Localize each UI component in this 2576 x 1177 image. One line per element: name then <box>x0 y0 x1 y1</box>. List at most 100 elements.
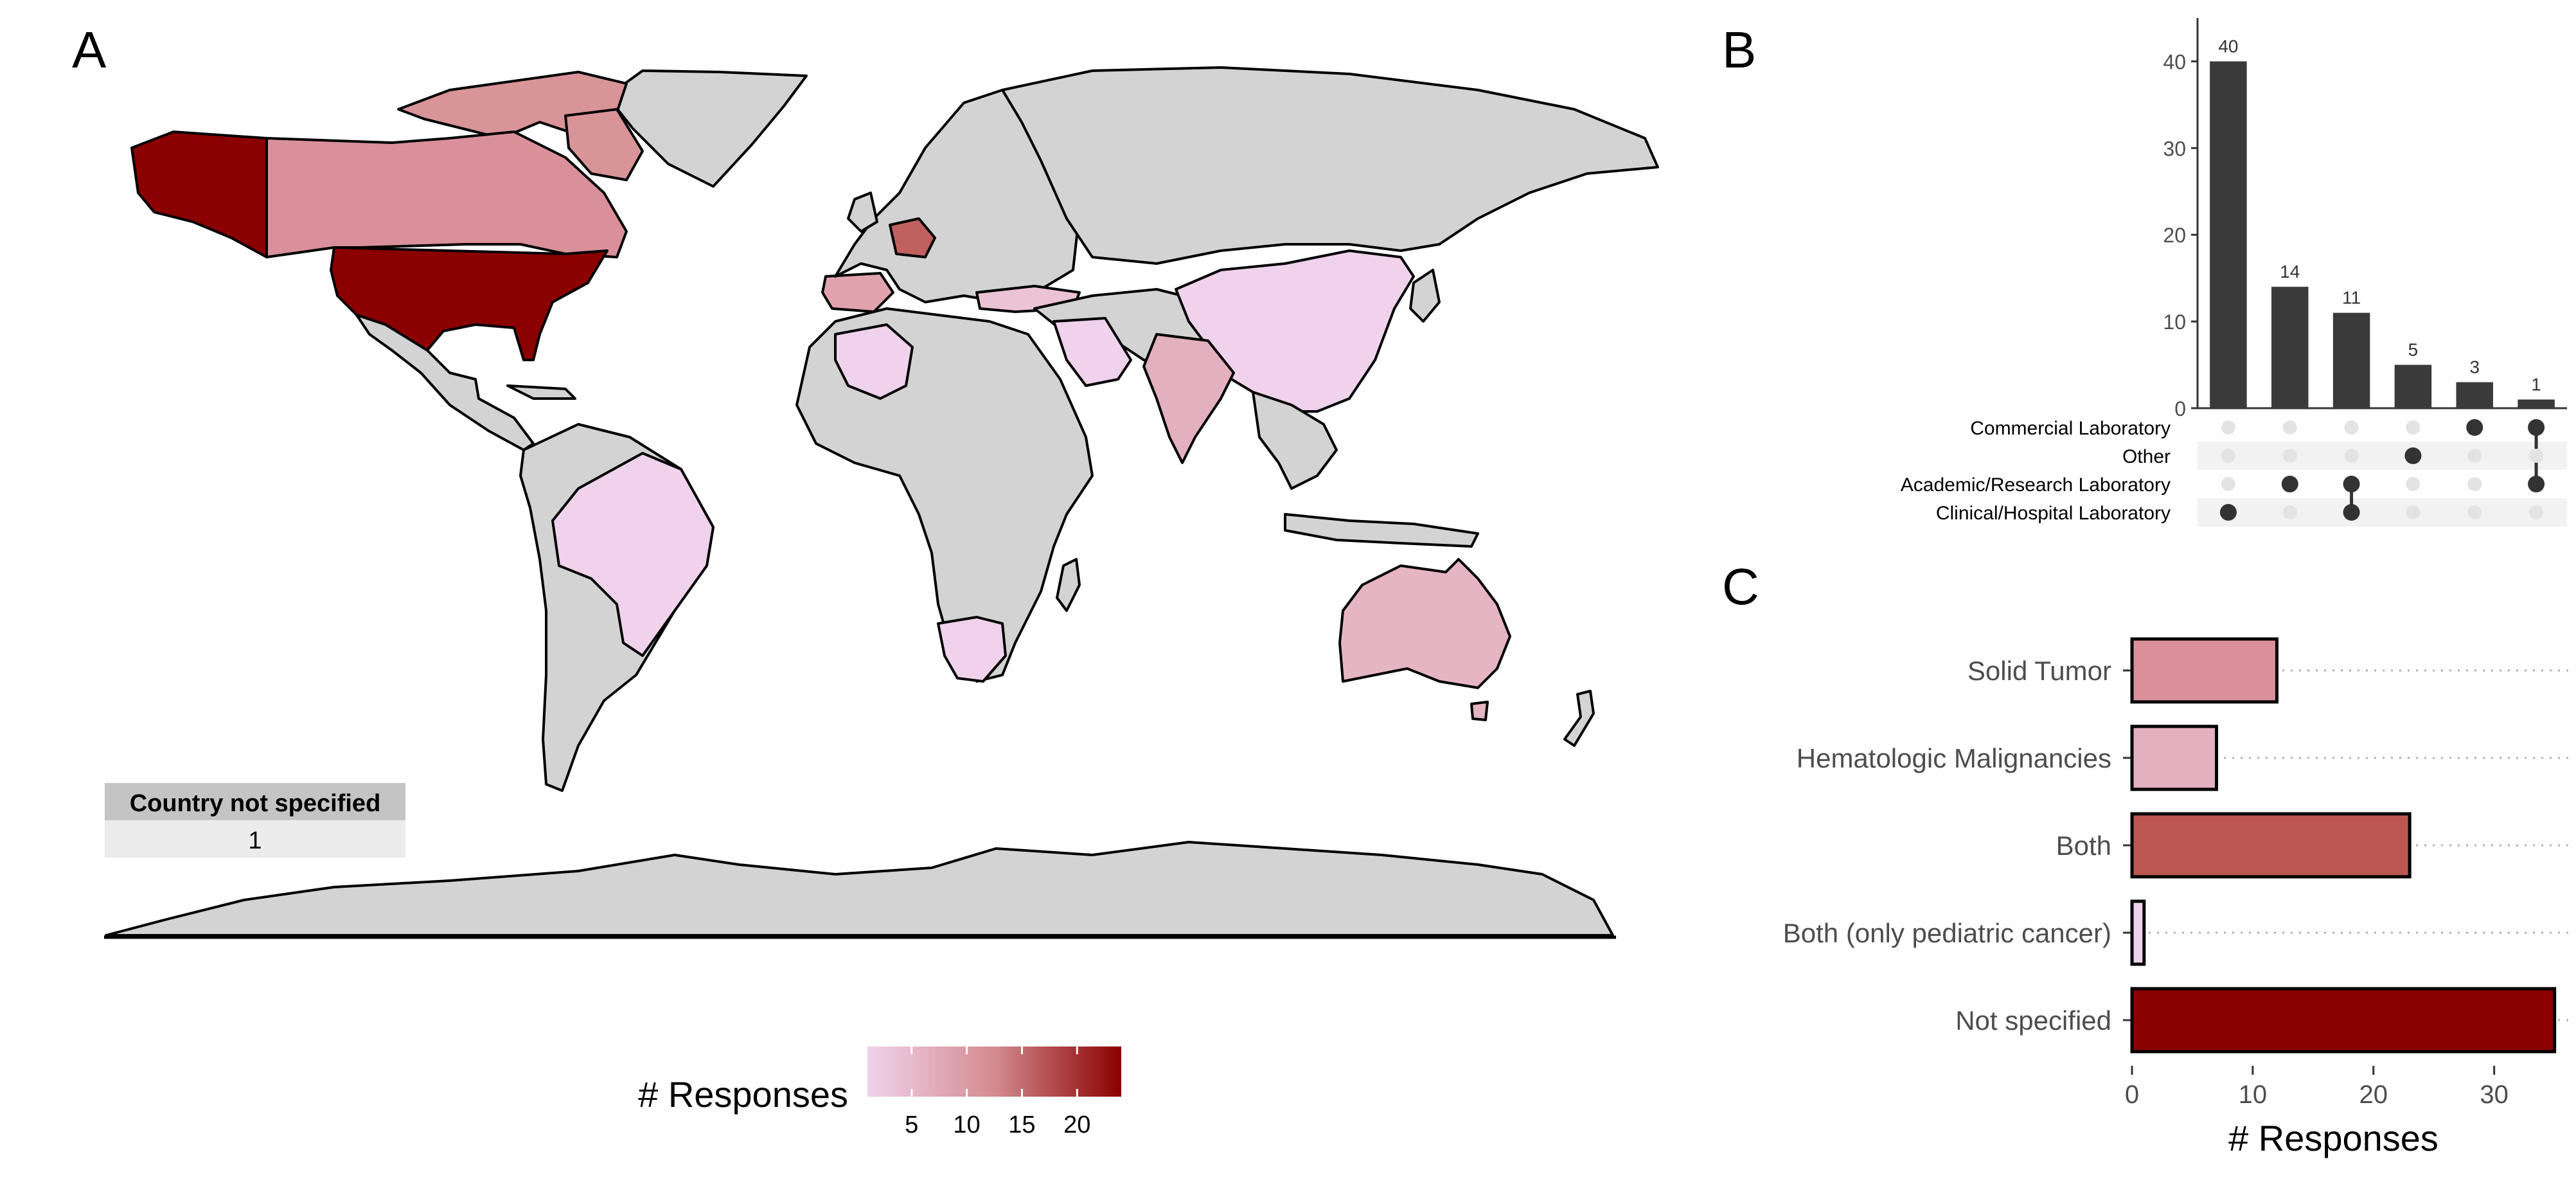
upset-y-tick-label: 0 <box>2174 397 2186 420</box>
upset-dot-active <box>2528 476 2545 492</box>
saudi-arabia <box>1053 317 1132 387</box>
russia <box>1001 66 1659 265</box>
legend-title: # Responses <box>638 1074 848 1115</box>
upset-plot: 0 10 20 30 40 40 14 11 5 3 1 Commercial Laboratory O… <box>1901 18 2567 526</box>
africa <box>795 307 1094 683</box>
upset-y-tick-label: 20 <box>2163 224 2186 247</box>
upset-dot-inactive <box>2406 420 2421 435</box>
legend-colorbar <box>867 1047 1121 1097</box>
hbar-category-label: Hematologic Malignancies <box>1797 743 2111 773</box>
hbar-bar <box>2130 812 2412 879</box>
upset-dot-active <box>2343 504 2360 521</box>
uk <box>847 192 878 233</box>
hbar-bar <box>2130 899 2146 966</box>
hbar-category-label: Both (only pediatric cancer) <box>1783 918 2111 948</box>
upset-dot-active <box>2343 476 2360 492</box>
hbar-category-label: Solid Tumor <box>1968 656 2111 686</box>
madagascar <box>1056 558 1081 612</box>
upset-dot-active <box>2219 504 2237 521</box>
germany <box>889 217 936 258</box>
upset-set-label: Other <box>2122 446 2171 467</box>
baffin-island <box>564 108 644 181</box>
unspecified-table-header: Country not specified <box>130 790 381 817</box>
hbar-category-label: Both <box>2056 831 2111 861</box>
greenland <box>606 69 808 188</box>
hbar-bar <box>2130 987 2557 1054</box>
map-legend: # Responses 5 10 15 20 <box>638 1047 1121 1138</box>
country-unspecified-table: Country not specified 1 <box>105 783 405 858</box>
legend-tick-label: 10 <box>953 1111 980 1138</box>
world-map <box>104 66 1659 939</box>
upset-dot-active <box>2404 447 2422 464</box>
upset-dot-inactive <box>2406 505 2421 519</box>
hbar-x-tick-label: 0 <box>2125 1081 2139 1109</box>
upset-bar-label: 14 <box>2280 262 2300 282</box>
upset-matrix-stripe <box>2198 442 2567 470</box>
upset-bar-label: 1 <box>2531 375 2541 395</box>
hbar-x-tick-label: 10 <box>2239 1081 2268 1109</box>
upset-matrix-stripe <box>2198 498 2567 526</box>
japan <box>1409 269 1441 323</box>
upset-bar-label: 5 <box>2408 340 2419 360</box>
spain <box>821 272 894 313</box>
upset-dot-inactive <box>2282 505 2297 519</box>
upset-dot-inactive <box>2467 505 2482 519</box>
legend-tick-label: 15 <box>1008 1111 1035 1138</box>
upset-bar <box>2394 364 2432 408</box>
hbar-bar <box>2130 724 2219 791</box>
panel-a-letter: A <box>72 21 107 78</box>
upset-dot-inactive <box>2529 505 2544 519</box>
upset-set-label: Clinical/Hospital Laboratory <box>1936 503 2171 524</box>
upset-dot-active <box>2466 419 2483 436</box>
upset-y-tick-label: 10 <box>2163 310 2186 334</box>
upset-bar-label: 3 <box>2469 357 2480 377</box>
upset-dot-inactive <box>2282 420 2297 435</box>
upset-dot-inactive <box>2467 449 2482 463</box>
indonesia <box>1284 513 1479 548</box>
hbar-x-tick-label: 20 <box>2359 1081 2388 1109</box>
legend-tick-label: 20 <box>1063 1111 1090 1138</box>
upset-set-label: Commercial Laboratory <box>1970 418 2171 439</box>
south-africa <box>937 616 1007 683</box>
upset-dot-inactive <box>2344 449 2359 463</box>
hbar-category-label: Not specified <box>1955 1005 2111 1036</box>
panel-b-letter: B <box>1722 21 1756 78</box>
algeria <box>834 323 914 400</box>
india <box>1142 333 1235 464</box>
upset-bar <box>2456 382 2493 408</box>
new-zealand <box>1563 690 1595 747</box>
upset-bar <box>2518 399 2555 408</box>
cancer-type-bar-chart: Solid Tumor Hematologic Malignancies Both B… <box>1783 637 2570 1158</box>
southeast-asia <box>1252 391 1338 490</box>
upset-dot-inactive <box>2467 477 2482 491</box>
upset-bar <box>2210 61 2247 408</box>
upset-y-tick-label: 30 <box>2163 137 2186 160</box>
upset-bar-label: 40 <box>2218 36 2238 56</box>
upset-dot-active <box>2281 476 2298 492</box>
panel-c-letter: C <box>1722 558 1759 615</box>
unspecified-table-value: 1 <box>248 827 262 854</box>
upset-dot-inactive <box>2221 420 2235 435</box>
mexico <box>355 314 535 451</box>
upset-dot-inactive <box>2529 449 2544 463</box>
upset-dot-inactive <box>2406 477 2421 491</box>
upset-dot-inactive <box>2344 420 2359 435</box>
upset-bar-label: 11 <box>2342 288 2361 308</box>
usa <box>330 246 608 361</box>
hbar-bar <box>2130 637 2278 704</box>
brazil <box>551 452 715 657</box>
upset-set-label: Academic/Research Laboratory <box>1901 474 2171 496</box>
upset-dot-active <box>2528 419 2545 436</box>
upset-bar <box>2271 287 2309 408</box>
cuba <box>506 384 576 400</box>
tasmania <box>1470 701 1489 721</box>
alaska <box>130 130 268 258</box>
upset-bar <box>2332 312 2370 408</box>
upset-dot-inactive <box>2221 477 2235 491</box>
australia <box>1338 558 1511 689</box>
upset-dot-inactive <box>2221 449 2235 463</box>
antarctica <box>105 841 1614 937</box>
legend-tick-label: 5 <box>905 1111 918 1138</box>
upset-dot-inactive <box>2282 449 2297 463</box>
